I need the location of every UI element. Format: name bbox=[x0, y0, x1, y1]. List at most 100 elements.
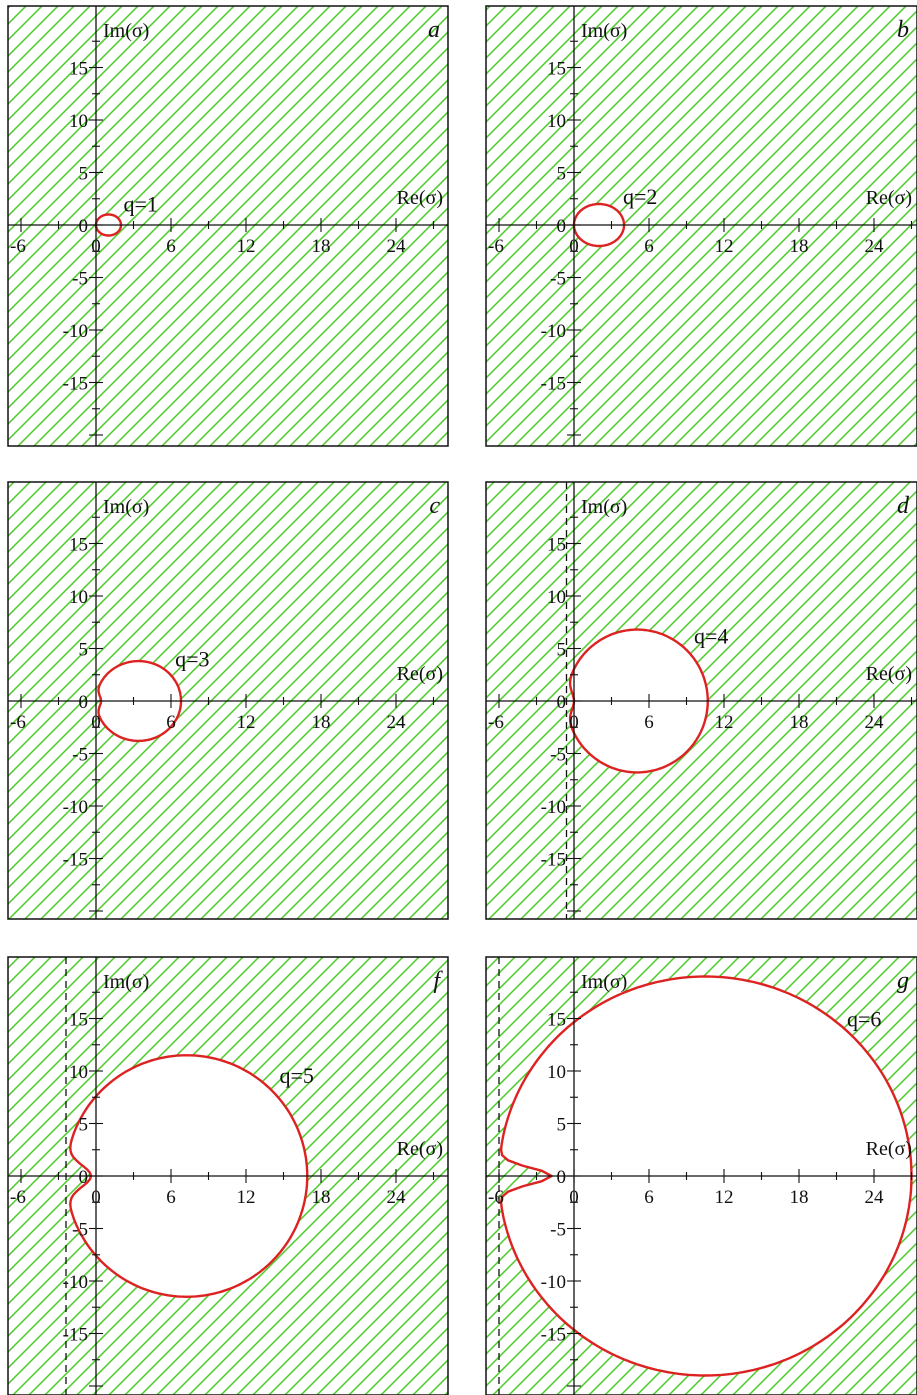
x-tick-label: 6 bbox=[644, 236, 654, 257]
re-axis-label: Re(σ) bbox=[397, 187, 443, 209]
y-tick-label: 15 bbox=[69, 535, 88, 556]
x-tick-label: 24 bbox=[865, 1187, 885, 1208]
x-tick-label: -6 bbox=[488, 712, 504, 733]
y-tick-label: -10 bbox=[541, 321, 566, 342]
y-tick-label: 5 bbox=[79, 640, 89, 661]
x-tick-label: 18 bbox=[312, 712, 331, 733]
im-axis-label: Im(σ) bbox=[581, 971, 627, 993]
panel-c: -6 0 6 12 18 24 15 10 5 0 -5 -10 -15 Im(… bbox=[7, 481, 449, 920]
panel-frame bbox=[7, 481, 449, 920]
im-axis-label: Im(σ) bbox=[581, 20, 627, 42]
y-tick-label: 10 bbox=[547, 587, 566, 608]
q-label: q=3 bbox=[175, 646, 209, 671]
y-tick-label: 10 bbox=[69, 111, 88, 132]
x-tick-label: 6 bbox=[644, 712, 654, 733]
y-tick-label: 15 bbox=[69, 1010, 88, 1031]
x-tick-label: 0 bbox=[569, 712, 579, 733]
y-tick-label: 15 bbox=[547, 535, 566, 556]
panel-g: -6 0 6 12 18 24 15 10 5 0 -5 -10 -15 Im(… bbox=[485, 956, 917, 1395]
y-tick-label: -15 bbox=[541, 850, 566, 871]
y-tick-label: 0 bbox=[557, 216, 567, 237]
panel-a: -6 0 6 12 18 24 15 10 5 0 -5 -10 -15 Im(… bbox=[7, 5, 449, 447]
re-axis-label: Re(σ) bbox=[397, 1138, 443, 1160]
y-tick-label: 0 bbox=[79, 1167, 89, 1188]
panel-frame bbox=[7, 5, 449, 447]
hatched-region bbox=[8, 6, 448, 446]
x-tick-label: 18 bbox=[790, 1187, 809, 1208]
y-tick-label: 5 bbox=[557, 164, 567, 185]
y-tick-label: -5 bbox=[72, 1220, 88, 1241]
y-tick-label: 5 bbox=[557, 1115, 567, 1136]
x-tick-label: 6 bbox=[166, 236, 176, 257]
y-tick-label: 15 bbox=[69, 59, 88, 80]
tick-marks bbox=[498, 40, 913, 436]
x-tick-label: 6 bbox=[644, 1187, 654, 1208]
y-tick-label: 5 bbox=[79, 1115, 89, 1136]
y-tick-label: -15 bbox=[63, 1325, 88, 1346]
y-tick-label: -10 bbox=[541, 1272, 566, 1293]
tick-marks bbox=[498, 516, 913, 912]
x-tick-label: 0 bbox=[91, 712, 101, 733]
panel-letter: a bbox=[428, 17, 440, 43]
x-tick-label: 12 bbox=[715, 236, 734, 257]
x-tick-label: 12 bbox=[237, 1187, 256, 1208]
x-tick-label: 12 bbox=[715, 712, 734, 733]
hatched-region bbox=[486, 6, 917, 446]
y-tick-label: -15 bbox=[63, 850, 88, 871]
y-tick-label: -5 bbox=[550, 1220, 566, 1241]
y-tick-label: 0 bbox=[557, 1167, 567, 1188]
q-label: q=1 bbox=[124, 191, 158, 216]
x-tick-label: 18 bbox=[312, 236, 331, 257]
y-tick-label: -10 bbox=[63, 1272, 88, 1293]
x-tick-label: 12 bbox=[715, 1187, 734, 1208]
x-tick-label: 24 bbox=[865, 236, 885, 257]
re-axis-label: Re(σ) bbox=[866, 1138, 912, 1160]
y-tick-label: -15 bbox=[541, 374, 566, 395]
x-tick-label: -6 bbox=[488, 1187, 504, 1208]
tick-marks bbox=[20, 516, 435, 912]
curve-group bbox=[486, 6, 917, 446]
tick-marks bbox=[20, 991, 435, 1387]
y-tick-label: 15 bbox=[547, 1010, 566, 1031]
panel-f: -6 0 6 12 18 24 15 10 5 0 -5 -10 -15 Im(… bbox=[7, 956, 449, 1395]
panel-letter: f bbox=[433, 968, 443, 994]
q-label: q=4 bbox=[694, 624, 728, 649]
y-tick-label: -5 bbox=[72, 269, 88, 290]
y-tick-label: -15 bbox=[541, 1325, 566, 1346]
im-axis-label: Im(σ) bbox=[581, 496, 627, 518]
x-tick-label: -6 bbox=[10, 712, 26, 733]
x-tick-label: 6 bbox=[166, 712, 176, 733]
x-tick-label: 18 bbox=[312, 1187, 331, 1208]
im-axis-label: Im(σ) bbox=[103, 496, 149, 518]
y-tick-label: 0 bbox=[79, 692, 89, 713]
panel-letter: d bbox=[897, 493, 910, 519]
y-tick-label: 15 bbox=[547, 59, 566, 80]
x-tick-label: 0 bbox=[569, 236, 579, 257]
re-axis-label: Re(σ) bbox=[866, 663, 912, 685]
x-tick-label: 6 bbox=[166, 1187, 176, 1208]
panel-letter: c bbox=[429, 493, 440, 519]
y-tick-label: 0 bbox=[79, 216, 89, 237]
panel-frame bbox=[485, 5, 917, 447]
y-tick-label: 5 bbox=[557, 640, 567, 661]
x-tick-label: -6 bbox=[488, 236, 504, 257]
x-tick-label: 18 bbox=[790, 236, 809, 257]
x-tick-label: 0 bbox=[91, 236, 101, 257]
y-tick-label: -10 bbox=[63, 321, 88, 342]
y-tick-label: -10 bbox=[541, 797, 566, 818]
y-tick-label: 10 bbox=[69, 1062, 88, 1083]
im-axis-label: Im(σ) bbox=[103, 971, 149, 993]
y-tick-label: -10 bbox=[63, 797, 88, 818]
x-tick-label: 12 bbox=[237, 712, 256, 733]
y-tick-label: -5 bbox=[72, 745, 88, 766]
re-axis-label: Re(σ) bbox=[397, 663, 443, 685]
tick-marks bbox=[20, 40, 435, 436]
panel-frame bbox=[485, 481, 917, 920]
x-tick-label: 0 bbox=[569, 1187, 579, 1208]
re-axis-label: Re(σ) bbox=[866, 187, 912, 209]
x-tick-label: -6 bbox=[10, 1187, 26, 1208]
y-tick-label: 5 bbox=[79, 164, 89, 185]
panel-letter: g bbox=[897, 968, 909, 994]
tick-marks bbox=[498, 991, 913, 1387]
